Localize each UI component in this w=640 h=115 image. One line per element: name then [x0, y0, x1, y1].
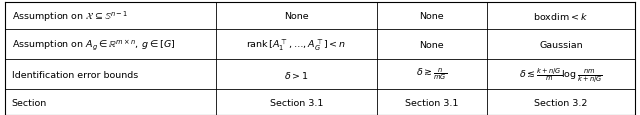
Text: Assumption on $\mathcal{X} \subseteq \mathbb{S}^{n-1}$: Assumption on $\mathcal{X} \subseteq \ma…: [12, 9, 127, 24]
Text: Gaussian: Gaussian: [539, 40, 582, 49]
Text: $\mathrm{boxdim} < k$: $\mathrm{boxdim} < k$: [534, 11, 588, 22]
Text: $\delta \lesssim \frac{k+n/G}{m} \log \frac{nm}{k+n/G}$: $\delta \lesssim \frac{k+n/G}{m} \log \f…: [519, 65, 603, 84]
Text: Section 3.2: Section 3.2: [534, 98, 588, 107]
Text: Section 3.1: Section 3.1: [405, 98, 458, 107]
Text: None: None: [419, 40, 444, 49]
Text: Section 3.1: Section 3.1: [269, 98, 323, 107]
Text: $\delta \gtrsim \frac{n}{mG}$: $\delta \gtrsim \frac{n}{mG}$: [416, 66, 447, 83]
Text: Section: Section: [12, 98, 47, 107]
Text: Identification error bounds: Identification error bounds: [12, 70, 138, 79]
Text: None: None: [284, 12, 308, 21]
Text: Assumption on $A_g \in \mathbb{R}^{m \times n},\, g \in [G]$: Assumption on $A_g \in \mathbb{R}^{m \ti…: [12, 38, 175, 52]
Text: $\mathrm{rank}\,[A_1^{\top},\ldots,A_G^{\top}] < n$: $\mathrm{rank}\,[A_1^{\top},\ldots,A_G^{…: [246, 37, 346, 52]
Text: $\delta > 1$: $\delta > 1$: [284, 69, 308, 80]
Text: None: None: [419, 12, 444, 21]
